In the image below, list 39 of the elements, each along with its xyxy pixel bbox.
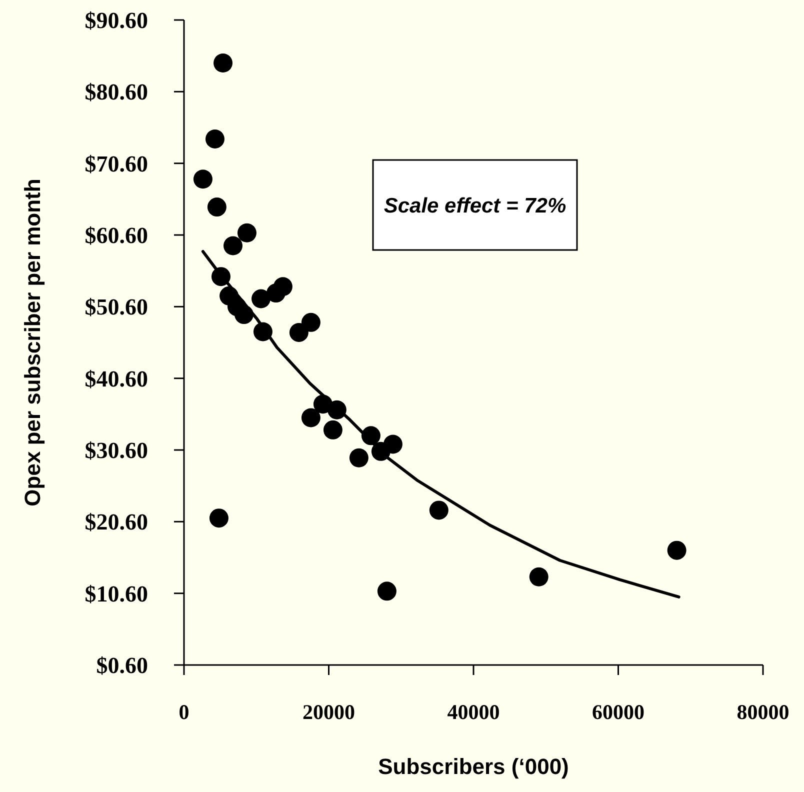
y-tick-label: $30.60 — [84, 438, 148, 464]
line-series — [201, 250, 680, 598]
point — [224, 236, 242, 256]
y-tick-label: $20.60 — [84, 510, 148, 535]
point — [323, 420, 342, 440]
point — [349, 448, 368, 468]
x-tick-label: 80000 — [736, 700, 790, 724]
point — [429, 500, 448, 520]
x-tick-label: 0 — [178, 700, 190, 724]
y-tick-label: $10.60 — [84, 581, 148, 606]
y-tick-label: $0.60 — [96, 653, 148, 678]
x-tick-label: 40000 — [447, 700, 500, 724]
y-tick-label: $40.60 — [84, 366, 148, 392]
annotation: Scale effect = 72% — [384, 194, 566, 218]
y-axis-title: Opex per subscriber per month — [20, 178, 45, 506]
x-axis-title: Subscribers (‘000) — [378, 754, 569, 779]
point — [205, 129, 224, 148]
point — [667, 540, 686, 560]
text-box: Scale effect = 72% — [372, 159, 578, 251]
point — [289, 322, 308, 342]
point — [301, 312, 320, 332]
point — [209, 508, 228, 528]
point — [383, 434, 402, 454]
y-tick-label: $70.60 — [84, 151, 148, 176]
y-tick-label: $90.60 — [84, 8, 148, 34]
y-tick-label: $60.60 — [84, 223, 148, 248]
x-tick-label: 20000 — [302, 700, 355, 724]
point — [377, 582, 396, 601]
point — [207, 198, 226, 217]
point — [214, 54, 233, 72]
point — [193, 170, 212, 189]
point — [252, 289, 271, 308]
y-tick-label: $50.60 — [84, 294, 148, 320]
point — [301, 408, 320, 428]
point — [237, 223, 256, 242]
y-tick-label: $80.60 — [84, 80, 148, 105]
point — [529, 567, 548, 586]
x-tick-label: 60000 — [592, 700, 644, 724]
point — [273, 277, 292, 296]
